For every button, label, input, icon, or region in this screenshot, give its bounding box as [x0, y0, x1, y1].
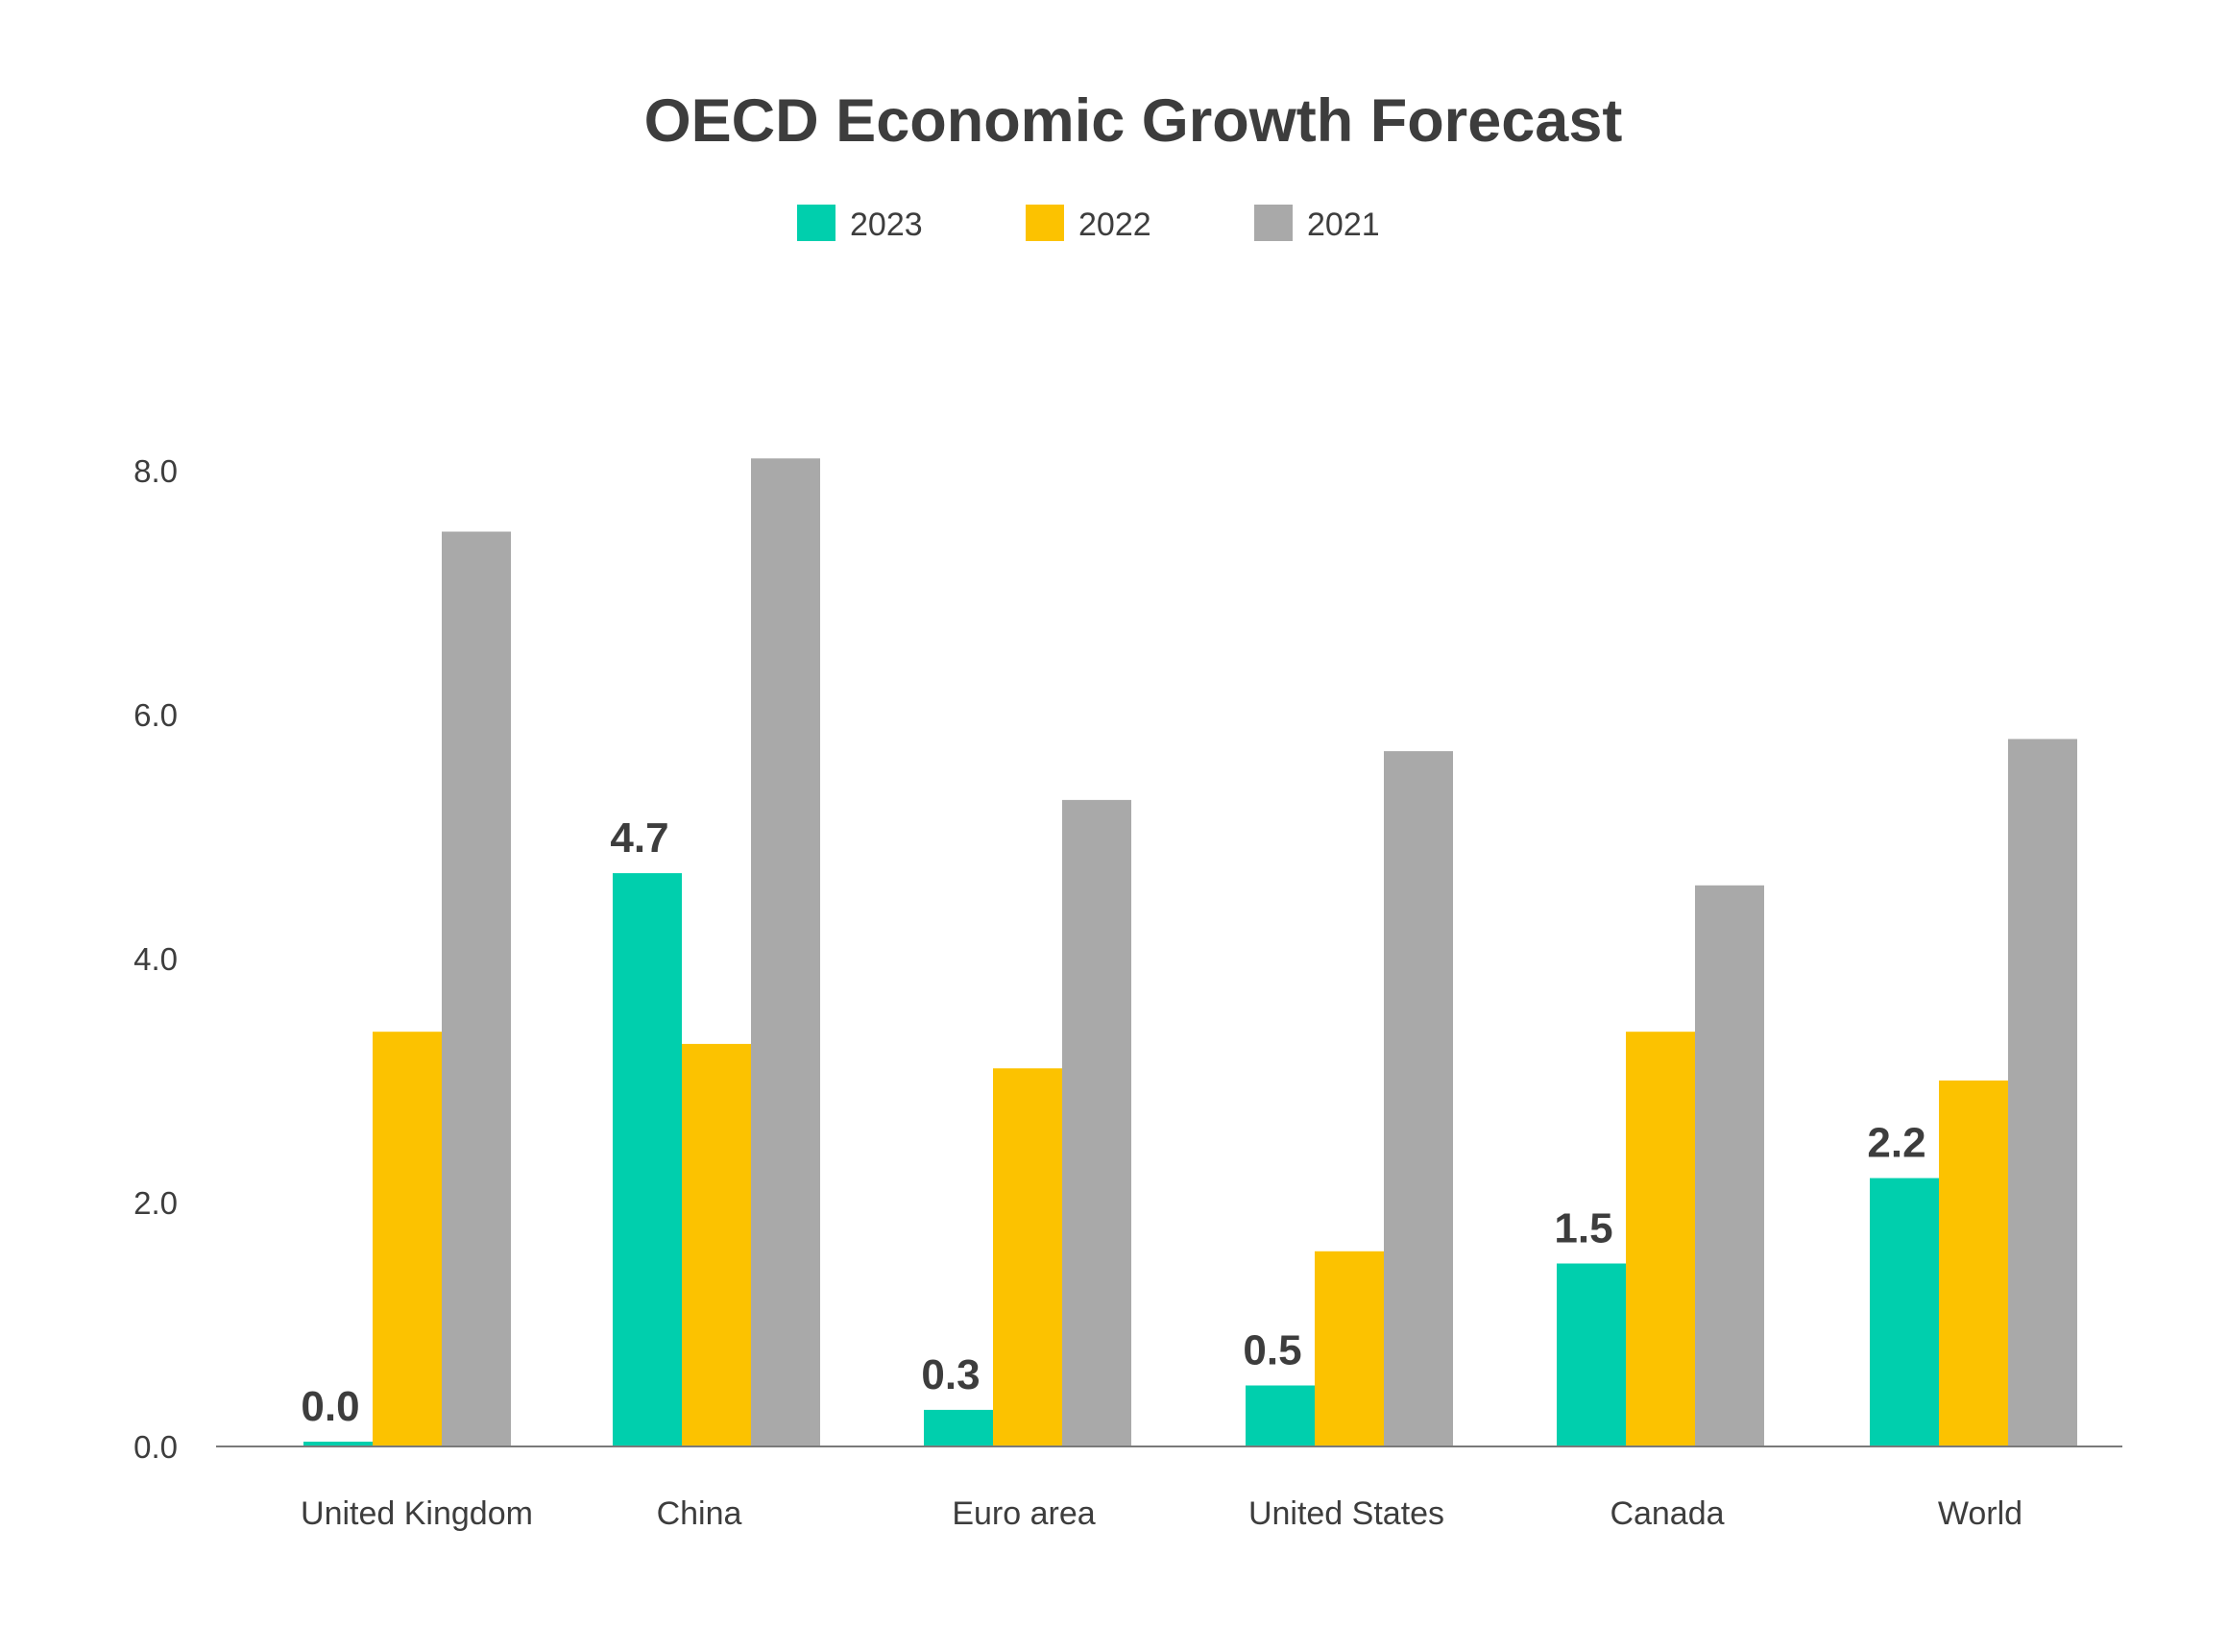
x-tick-label: Canada	[1610, 1495, 1724, 1532]
bar-2023	[303, 1442, 373, 1446]
legend-swatch-2022	[1026, 205, 1064, 241]
legend-swatch-2021	[1254, 205, 1293, 241]
bar-2022	[682, 1043, 751, 1446]
bar-2021	[2008, 739, 2077, 1446]
bar-2021	[1384, 751, 1453, 1446]
legend-label-2023: 2023	[850, 206, 923, 243]
data-label-2023: 4.7	[610, 814, 668, 862]
bar-2022	[1626, 1032, 1695, 1446]
legend-label-2022: 2022	[1078, 206, 1151, 243]
y-tick-label: 8.0	[133, 453, 178, 489]
x-tick-label: Euro area	[952, 1495, 1095, 1532]
bar-2022	[373, 1032, 442, 1446]
plot-area: 0.0 4.7 0.3 0.5 1.5 2.2	[301, 458, 2077, 1446]
legend-swatch-2023	[797, 205, 836, 241]
y-tick-label: 2.0	[133, 1185, 178, 1221]
x-tick-label: China	[657, 1495, 742, 1532]
y-tick-label: 0.0	[133, 1429, 178, 1465]
data-label-2023: 1.5	[1554, 1205, 1612, 1252]
legend-label-2021: 2021	[1307, 206, 1380, 243]
bar-2023	[613, 873, 682, 1446]
data-label-2023: 0.3	[921, 1351, 980, 1398]
bar-2023	[1557, 1263, 1626, 1446]
bar-2022	[1939, 1081, 2008, 1446]
x-tick-label: United Kingdom	[301, 1495, 533, 1532]
legend: 2023 2022 2021	[797, 205, 1380, 243]
data-label-2023: 0.0	[301, 1383, 359, 1430]
data-label-2023: 0.5	[1243, 1327, 1301, 1374]
bar-2021	[442, 531, 511, 1446]
bar-2023	[924, 1409, 993, 1446]
chart-title: OECD Economic Growth Forecast	[644, 87, 1623, 155]
bar-2021	[1695, 885, 1764, 1446]
bar-2022	[1315, 1251, 1384, 1446]
y-tick-label: 6.0	[133, 697, 178, 733]
bar-2023	[1246, 1385, 1315, 1446]
bar-2021	[751, 458, 820, 1446]
x-tick-label: United States	[1248, 1495, 1444, 1532]
bar-2021	[1062, 799, 1131, 1446]
y-axis: 0.0 2.0 4.0 6.0 8.0	[133, 453, 178, 1465]
y-tick-label: 4.0	[133, 941, 178, 977]
data-label-2023: 2.2	[1867, 1120, 1925, 1167]
bar-2022	[993, 1068, 1062, 1446]
x-axis: United Kingdom China Euro area United State…	[301, 1495, 2022, 1532]
x-tick-label: World	[1938, 1495, 2022, 1532]
bar-2023	[1870, 1178, 1939, 1446]
